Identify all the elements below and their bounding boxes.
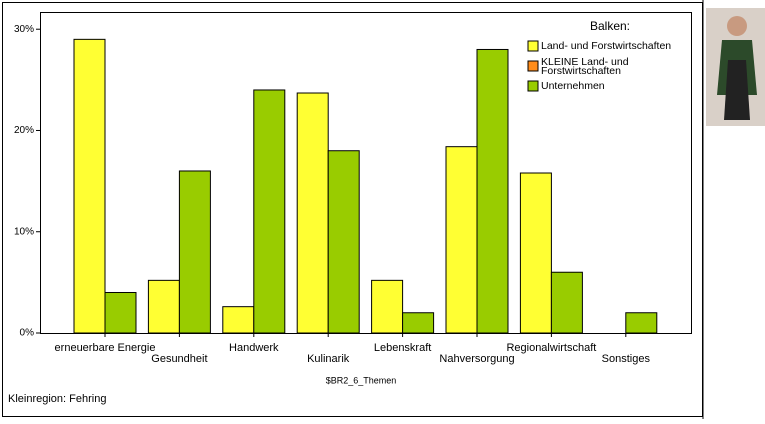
bar [519, 172, 552, 334]
x-tick-label: Kulinarik [307, 353, 350, 365]
y-tick-label: 20% [14, 125, 34, 136]
bar [296, 92, 329, 334]
bar [147, 279, 180, 334]
y-tick-label: 30% [14, 24, 34, 35]
x-tick-label: erneuerbare Energie [55, 342, 156, 354]
legend-swatch [527, 40, 539, 52]
x-tick-label: Gesundheit [151, 353, 207, 365]
x-tick-label: Sonstiges [602, 353, 651, 365]
x-tick-label: Lebenskraft [374, 342, 431, 354]
footnote: Kleinregion: Fehring [8, 393, 106, 405]
bar [476, 48, 509, 334]
bar [222, 306, 255, 334]
legend-title: Balken: [590, 19, 630, 33]
bar [625, 312, 658, 334]
bar [550, 271, 583, 334]
x-tick-label: Regionalwirtschaft [506, 342, 596, 354]
legend-label-line: Forstwirtschaften [541, 65, 621, 77]
legend-label: Unternehmen [541, 80, 605, 92]
bar [371, 279, 404, 334]
y-tick-label: 0% [20, 328, 35, 339]
bar [327, 150, 360, 334]
bar [445, 146, 478, 334]
legend-swatch [527, 60, 539, 72]
legend-label-line: KLEINE Land- und [541, 56, 629, 68]
x-tick-label: Handwerk [229, 342, 279, 354]
photo-apron [724, 60, 750, 120]
photo-head [727, 16, 747, 36]
photo [706, 8, 765, 126]
x-tick-label: Nahversorgung [439, 353, 514, 365]
y-tick-label: 10% [14, 226, 34, 237]
legend-label: KLEINE Land- und Forstwirtschaften [541, 56, 629, 77]
bar [178, 170, 211, 334]
bar [402, 312, 435, 334]
legend-label: Land- und Forstwirtschaften [541, 40, 671, 52]
x-axis-label: $BR2_6_Themen [326, 375, 397, 385]
bar [104, 291, 137, 334]
legend-swatch [527, 80, 539, 92]
bar [253, 89, 286, 334]
bar [73, 38, 106, 334]
